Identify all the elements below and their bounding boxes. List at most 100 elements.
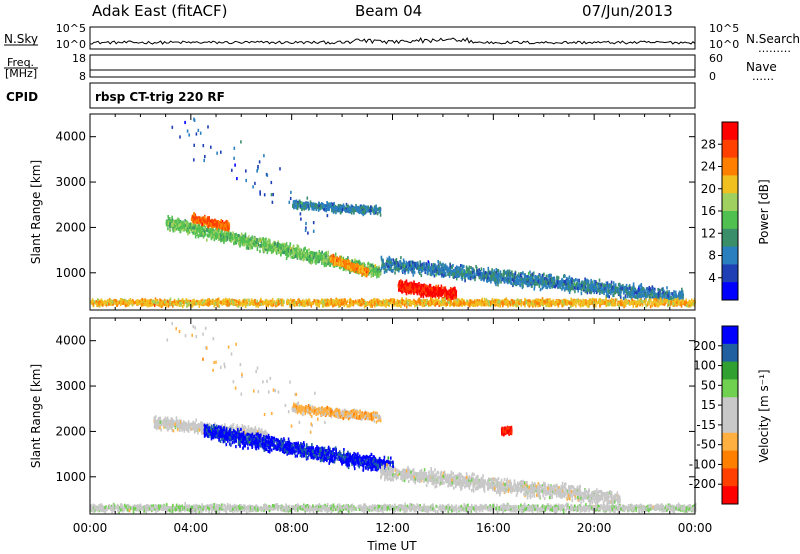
range-gate-cell bbox=[318, 204, 320, 208]
range-gate-cell bbox=[435, 273, 437, 277]
range-gate-cell bbox=[331, 202, 334, 207]
range-gate-cell bbox=[362, 262, 364, 266]
range-gate-cell bbox=[535, 275, 538, 279]
range-gate-cell bbox=[339, 259, 341, 263]
range-gate-cell bbox=[448, 267, 450, 271]
range-gate-cell bbox=[247, 239, 249, 243]
range-gate-cell bbox=[196, 224, 198, 228]
range-gate-cell bbox=[264, 241, 267, 245]
range-gate-cell bbox=[443, 267, 446, 271]
range-gate-cell bbox=[470, 276, 472, 281]
range-gate-cell bbox=[236, 238, 239, 242]
nsky-strip: N.Sky 10^5 10^0 10^5 10^0 N.Search ……… bbox=[4, 22, 800, 55]
range-gate-cell bbox=[263, 243, 265, 247]
range-gate-cell bbox=[578, 278, 580, 282]
range-gate-cell bbox=[503, 274, 505, 278]
range-gate-cell bbox=[248, 239, 250, 243]
range-gate-cell bbox=[457, 270, 459, 274]
range-gate-cell bbox=[605, 285, 607, 289]
range-gate-cell bbox=[443, 273, 445, 277]
range-gate-cell bbox=[244, 233, 247, 237]
range-gate-cell bbox=[203, 217, 206, 221]
station-title: Adak East (fitACF) bbox=[92, 2, 227, 20]
range-gate-cell bbox=[321, 254, 324, 259]
range-gate-cell bbox=[666, 286, 668, 290]
range-gate-cell bbox=[309, 252, 311, 256]
range-gate-cell bbox=[313, 204, 316, 208]
range-gate-cell bbox=[350, 206, 352, 210]
range-gate-cell bbox=[553, 277, 555, 281]
range-gate-cell bbox=[322, 259, 325, 263]
range-gate-cell bbox=[457, 274, 459, 278]
range-gate-cell bbox=[460, 264, 462, 268]
range-gate-cell bbox=[226, 222, 229, 226]
range-gate-cell bbox=[617, 286, 619, 290]
range-gate-cell bbox=[441, 273, 443, 277]
range-gate-cell bbox=[356, 207, 358, 211]
range-gate-cell bbox=[566, 286, 569, 290]
range-gate-cell bbox=[212, 220, 214, 225]
range-gate-cell bbox=[421, 266, 424, 270]
range-gate-cell bbox=[233, 238, 235, 242]
range-gate-cell bbox=[546, 286, 548, 290]
range-gate-cell bbox=[303, 247, 306, 251]
range-gate-cell bbox=[323, 262, 325, 266]
range-gate-cell bbox=[680, 295, 683, 299]
range-gate-cell bbox=[290, 251, 292, 255]
range-gate-cell bbox=[432, 263, 435, 267]
range-gate-cell bbox=[433, 266, 436, 270]
range-gate-cell bbox=[410, 260, 412, 264]
range-gate-cell bbox=[221, 233, 224, 237]
range-gate-cell bbox=[550, 282, 553, 286]
range-gate-cell bbox=[193, 220, 196, 224]
range-gate-cell bbox=[458, 268, 460, 272]
range-gate-cell bbox=[486, 278, 488, 283]
range-gate-cell bbox=[572, 279, 575, 283]
range-gate-cell bbox=[217, 229, 220, 233]
range-gate-cell bbox=[299, 250, 301, 254]
range-gate-cell bbox=[327, 256, 330, 260]
range-gate-cell bbox=[578, 286, 581, 290]
range-gate-cell bbox=[349, 270, 351, 274]
range-gate-cell bbox=[649, 287, 652, 291]
range-gate-cell bbox=[633, 290, 635, 294]
range-gate-cell bbox=[254, 236, 256, 240]
range-gate-cell bbox=[214, 223, 217, 227]
range-gate-cell bbox=[566, 276, 568, 281]
range-gate-cell bbox=[598, 278, 601, 282]
range-gate-cell bbox=[318, 260, 320, 264]
range-gate-cell bbox=[553, 285, 556, 289]
range-gate-cell bbox=[379, 213, 382, 217]
range-gate-cell bbox=[435, 267, 437, 271]
range-gate-cell bbox=[385, 268, 387, 272]
range-gate-cell bbox=[185, 223, 187, 227]
range-gate-cell bbox=[298, 199, 301, 203]
range-gate-cell bbox=[460, 268, 462, 272]
range-gate-cell bbox=[373, 270, 376, 274]
range-gate-cell bbox=[172, 229, 175, 233]
range-gate-cell bbox=[590, 284, 593, 288]
range-gate-cell bbox=[512, 282, 515, 286]
range-gate-cell bbox=[506, 271, 509, 275]
range-gate-cell bbox=[198, 227, 200, 231]
range-gate-cell bbox=[622, 284, 624, 288]
range-gate-cell bbox=[376, 275, 378, 279]
range-gate-cell bbox=[327, 253, 329, 257]
range-gate-cell bbox=[561, 283, 563, 288]
range-gate-cell bbox=[394, 267, 397, 271]
range-gate-cell bbox=[440, 263, 442, 267]
range-gate-cell bbox=[420, 263, 422, 267]
range-gate-cell bbox=[323, 203, 326, 208]
range-gate-cell bbox=[180, 226, 182, 230]
range-gate-cell bbox=[635, 291, 638, 295]
range-gate-cell bbox=[184, 226, 186, 230]
range-gate-cell bbox=[633, 292, 636, 296]
range-gate-cell bbox=[208, 218, 210, 222]
range-gate-cell bbox=[307, 204, 309, 208]
range-gate-cell bbox=[401, 269, 404, 273]
range-gate-cell bbox=[339, 211, 342, 215]
range-gate-cell bbox=[489, 271, 491, 275]
range-gate-cell bbox=[502, 278, 505, 282]
range-gate-cell bbox=[301, 208, 303, 212]
range-gate-cell bbox=[625, 283, 628, 287]
